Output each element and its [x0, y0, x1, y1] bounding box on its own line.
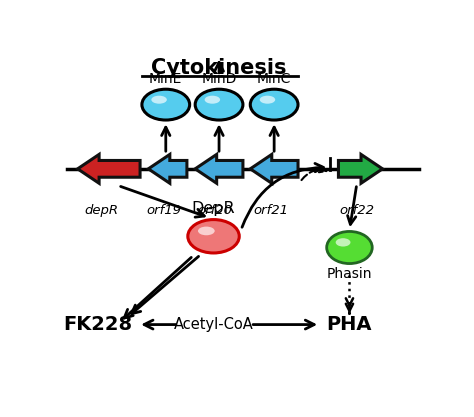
Ellipse shape: [260, 95, 275, 104]
Ellipse shape: [151, 95, 167, 104]
Text: orf21: orf21: [253, 204, 288, 217]
Text: DepR: DepR: [191, 201, 236, 216]
Polygon shape: [250, 154, 298, 183]
Ellipse shape: [198, 226, 215, 235]
Ellipse shape: [327, 231, 372, 264]
Text: orf19: orf19: [146, 204, 182, 217]
Polygon shape: [148, 154, 187, 183]
Text: Phasin: Phasin: [327, 267, 372, 281]
Text: MinC: MinC: [257, 72, 292, 86]
Text: orf22: orf22: [339, 204, 374, 217]
Ellipse shape: [195, 89, 243, 120]
Text: Acetyl-CoA: Acetyl-CoA: [173, 317, 254, 332]
Polygon shape: [78, 154, 140, 183]
Ellipse shape: [336, 238, 350, 246]
Text: orf20: orf20: [198, 204, 233, 217]
Text: Cytokinesis: Cytokinesis: [151, 58, 287, 78]
Text: MinE: MinE: [149, 72, 182, 86]
Ellipse shape: [188, 220, 239, 253]
Polygon shape: [195, 154, 243, 183]
Text: PHA: PHA: [327, 315, 372, 334]
Text: FK228: FK228: [63, 315, 132, 334]
Ellipse shape: [250, 89, 298, 120]
Ellipse shape: [142, 89, 190, 120]
Text: MinD: MinD: [201, 72, 237, 86]
Ellipse shape: [205, 95, 220, 104]
Text: depR: depR: [84, 204, 118, 217]
Polygon shape: [338, 154, 383, 183]
